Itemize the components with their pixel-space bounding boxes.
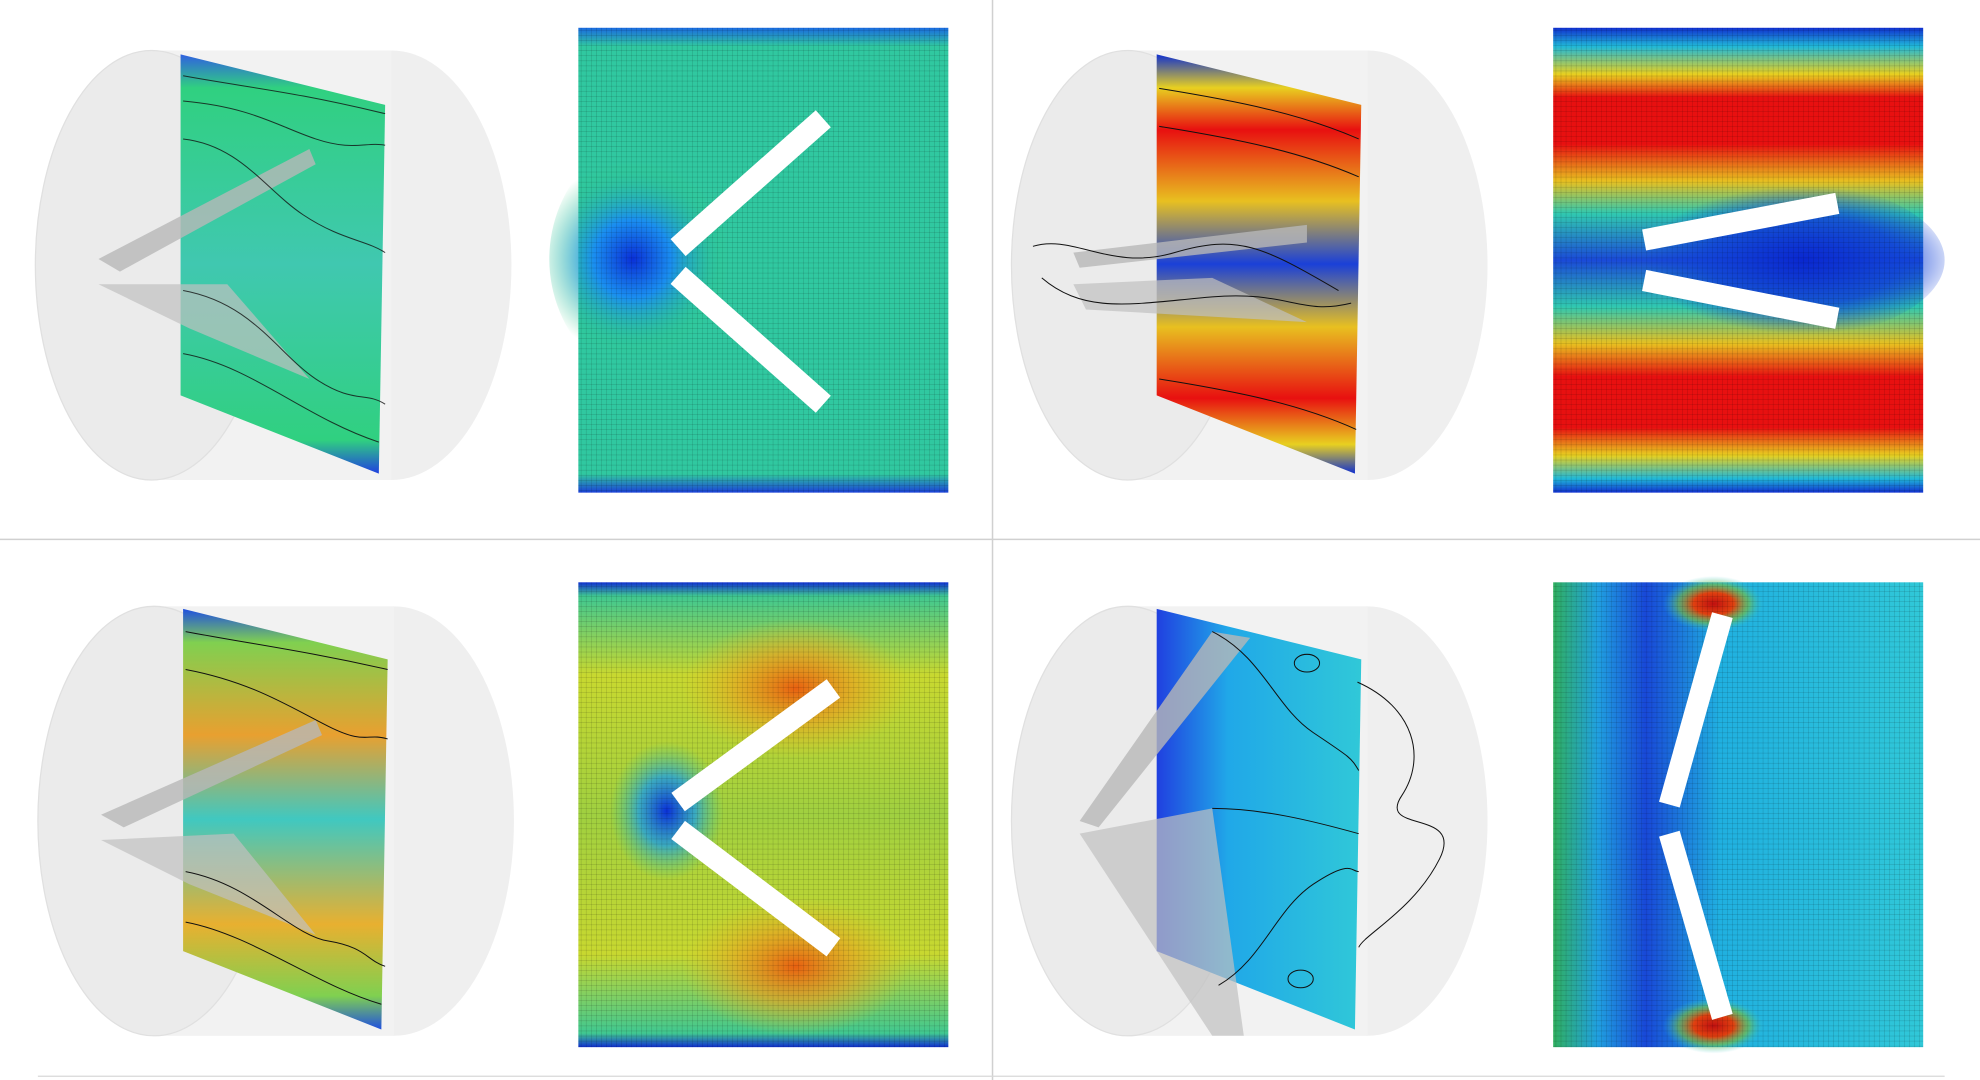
obstacle-bar-upper	[1642, 192, 1840, 251]
streamlines	[185, 631, 388, 1005]
plate-lower	[1073, 277, 1307, 323]
velocity-map	[1553, 27, 1945, 493]
plate-upper	[1079, 631, 1251, 828]
cylinder-3d-view	[1010, 49, 1488, 481]
plate-lower	[98, 284, 310, 379]
panel-top-left	[34, 27, 949, 493]
obstacle-bar-lower	[671, 820, 841, 957]
obstacle-bar-upper	[1659, 612, 1733, 808]
streamlines	[1212, 631, 1445, 989]
plate-upper	[101, 720, 323, 828]
panel-bottom-right	[1010, 576, 1924, 1054]
streamlines	[1032, 87, 1359, 430]
obstacle-bar-upper	[670, 110, 831, 257]
obstacle-bar-lower	[1642, 269, 1840, 329]
plate-lower	[101, 833, 316, 935]
velocity-map	[578, 582, 949, 1048]
plate-upper	[1073, 224, 1307, 268]
velocity-map	[549, 27, 949, 493]
panel-bottom-left	[37, 582, 949, 1048]
obstacle-bar-upper	[671, 679, 841, 812]
panel-top-right	[1010, 27, 1945, 493]
slice-plane	[183, 608, 388, 1030]
cylinder-3d-view	[34, 49, 512, 481]
velocity-map	[1553, 576, 1924, 1054]
streamlines	[183, 75, 386, 443]
obstacle-bar-lower	[670, 266, 831, 413]
obstacle-bar-lower	[1659, 830, 1733, 1020]
cylinder-3d-view	[1010, 605, 1488, 1037]
cylinder-3d-view	[37, 605, 514, 1037]
plate-lower	[1079, 808, 1244, 1036]
